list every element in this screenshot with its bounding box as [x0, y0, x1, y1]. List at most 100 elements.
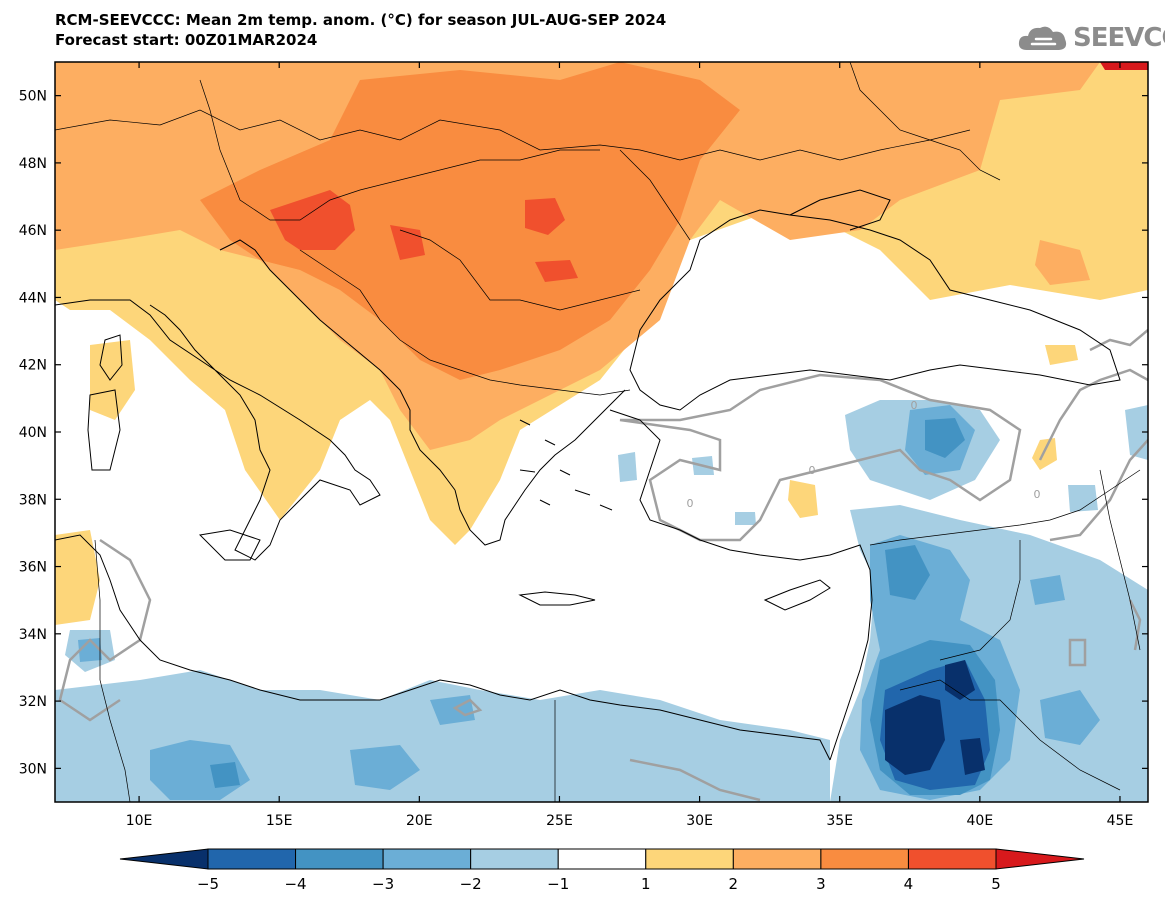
colorbar-label: 4	[904, 875, 914, 893]
lat-tick-label: 42N	[19, 358, 47, 374]
cool-anomaly-2-patch-tunisia	[78, 638, 102, 662]
lat-tick-label: 40N	[19, 425, 47, 441]
coastline-italy	[55, 299, 381, 561]
contour-label-4: 0	[1034, 488, 1041, 501]
border-balkans	[299, 249, 631, 396]
contour-label-1: 0	[911, 399, 918, 412]
cool-anomaly-2-patch-iraq	[1030, 575, 1065, 605]
border-serbia-romania	[399, 229, 641, 311]
border-iraq-iran	[1099, 469, 1141, 651]
warm-anomaly-4-patch-romania-n	[525, 198, 565, 235]
coastlines	[55, 189, 1121, 761]
warm-anomaly-1-patch-black-sea-e	[1045, 345, 1078, 365]
cool-anomaly-2-patch-arabia	[1040, 690, 1100, 745]
contour-label-2: 0	[809, 464, 816, 477]
seevccc-logo: SEEVCCC	[1017, 20, 1165, 56]
cool-anomaly-1-patch-anatolia-s	[735, 512, 756, 525]
warm-anomaly-4-patch-croatia	[270, 190, 355, 250]
colorbar-extend-low	[119, 848, 209, 870]
colorbar-segment	[820, 848, 909, 870]
colorbar-label: −2	[460, 875, 482, 893]
colorbar: −5 −4 −3 −2 −1 1 2 3 4 5	[119, 848, 1085, 893]
cool-anomaly-1-patch-turkey-e	[1068, 485, 1098, 512]
borders	[55, 62, 1141, 802]
colorbar-label: 2	[729, 875, 739, 893]
colorbar-label: 5	[991, 875, 1001, 893]
border-tunisia-algeria	[94, 539, 131, 802]
zero-contour-anatolia	[619, 373, 1022, 542]
colorbar-label: 1	[641, 875, 651, 893]
lat-tick-label: 34N	[19, 627, 47, 643]
cool-anomaly-5-patch-saudi-s	[960, 738, 985, 775]
lat-tick-label: 32N	[19, 694, 47, 710]
coastline-africa	[55, 534, 831, 761]
coastline-greece	[454, 389, 626, 546]
warm-anomaly-4-patch-romania-s	[535, 260, 578, 282]
coastline-levant	[829, 599, 873, 761]
border-syria-iraq	[939, 540, 1021, 661]
contour-label-3: 0	[687, 497, 694, 510]
cool-anomaly-5-field-jordan	[885, 695, 945, 775]
colorbar-label: −1	[547, 875, 569, 893]
border-jordan-saudi	[899, 679, 1121, 791]
colorbar-segment	[907, 848, 997, 870]
coastline-anatolia	[609, 409, 873, 601]
coastline-crete	[518, 591, 596, 606]
cool-anomaly-1-patch-aegean-e	[618, 452, 637, 482]
cool-anomaly-2-patch-africa-b	[350, 745, 420, 790]
coastline-sicily	[198, 529, 261, 561]
zero-contour-iran	[1128, 599, 1142, 651]
cool-anomaly-3-patch-syria	[885, 545, 930, 600]
border-ukraine-russia	[849, 62, 1001, 181]
cool-anomaly-5-patch-saudi	[945, 660, 975, 700]
lon-tick-label: 45E	[1107, 813, 1134, 829]
lat-tick-label: 30N	[19, 761, 47, 777]
zero-contour-caucasus	[1089, 329, 1148, 352]
cool-anomaly-1-field-africa	[55, 670, 830, 802]
title-line-1: RCM-SEEVCCC: Mean 2m temp. anom. (°C) fo…	[55, 11, 667, 29]
warm-anomaly-3-field	[200, 62, 740, 380]
lon-tick-label: 15E	[266, 813, 293, 829]
zero-contour-iraq	[1049, 439, 1148, 542]
border-moldova	[619, 149, 691, 241]
coastline-sardinia	[87, 389, 121, 471]
zero-contour-sinai	[1068, 638, 1087, 667]
lon-tick-label: 40E	[967, 813, 994, 829]
coastline-cyprus	[763, 579, 831, 611]
map-panel: 0 0 0 0	[55, 62, 1148, 802]
zero-contour-libya	[452, 698, 483, 717]
cool-anomaly-3-patch-anatolia	[925, 418, 965, 458]
colorbar-label: 3	[816, 875, 826, 893]
lon-tick-label: 30E	[686, 813, 713, 829]
warm-anomaly-2-patch-ne	[1035, 240, 1090, 285]
colorbar-segment	[207, 848, 297, 870]
lon-tick-label: 35E	[826, 813, 853, 829]
colorbar-segment	[732, 848, 822, 870]
coastline-corsica	[99, 334, 123, 381]
colorbar-segment	[557, 848, 647, 870]
colorbar-label: −3	[372, 875, 394, 893]
latitude-axis: 50N 48N 46N 44N 42N 40N 38N 36N 34N 32N 30N	[19, 89, 1148, 777]
lat-tick-label: 44N	[19, 290, 47, 306]
warm-anomaly-1-patch-sw	[55, 530, 100, 625]
longitude-axis: 10E 15E 20E 25E 30E 35E 40E 45E	[126, 62, 1134, 829]
coastline-crimea	[789, 189, 891, 231]
map-title: RCM-SEEVCCC: Mean 2m temp. anom. (°C) fo…	[55, 10, 666, 50]
lat-tick-label: 50N	[19, 89, 47, 105]
warm-anomaly-4-patch-serbia	[390, 225, 425, 260]
colorbar-extend-high	[995, 848, 1085, 870]
zero-contour-egypt	[629, 758, 761, 802]
border-central-europe	[199, 79, 600, 221]
lat-tick-label: 36N	[19, 560, 47, 576]
coastline-adriatic	[219, 239, 456, 491]
colorbar-label: −4	[284, 875, 306, 893]
colorbar-segment	[645, 848, 734, 870]
coastline-aegean-islands	[519, 419, 613, 511]
colorbar-segment	[295, 848, 384, 870]
colorbar-segment	[470, 848, 559, 870]
colorbar-segment	[382, 848, 472, 870]
lat-tick-label: 38N	[19, 492, 47, 508]
lon-tick-label: 25E	[546, 813, 573, 829]
colorbar-label: −5	[197, 875, 219, 893]
